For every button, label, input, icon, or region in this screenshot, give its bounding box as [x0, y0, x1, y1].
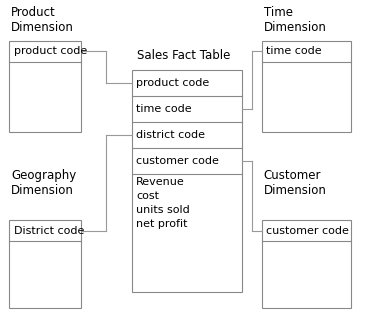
Text: customer code: customer code — [136, 156, 219, 166]
Bar — [262, 220, 351, 308]
Text: Sales Fact Table: Sales Fact Table — [137, 49, 231, 62]
Text: Product
Dimension: Product Dimension — [11, 6, 74, 34]
Text: District code: District code — [14, 226, 84, 236]
Text: customer code: customer code — [266, 226, 349, 236]
Bar — [132, 70, 242, 292]
Text: district code: district code — [136, 130, 205, 140]
Text: Geography
Dimension: Geography Dimension — [11, 169, 76, 197]
Text: time code: time code — [266, 46, 322, 56]
Text: product code: product code — [136, 78, 209, 88]
Text: Time
Dimension: Time Dimension — [264, 6, 326, 34]
Text: product code: product code — [14, 46, 87, 56]
Text: Revenue
cost
units sold
net profit: Revenue cost units sold net profit — [136, 177, 190, 229]
Bar — [262, 41, 351, 132]
Text: time code: time code — [136, 104, 192, 114]
Bar — [9, 41, 81, 132]
Text: Customer
Dimension: Customer Dimension — [264, 169, 326, 197]
Bar — [9, 220, 81, 308]
